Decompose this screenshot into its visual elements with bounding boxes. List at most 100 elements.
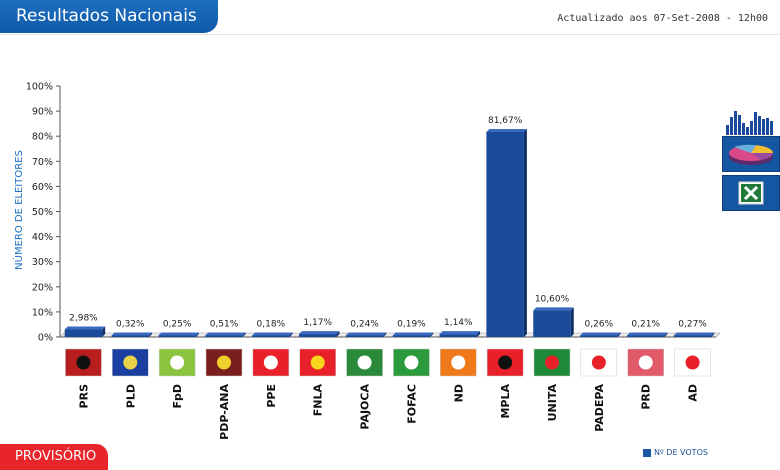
bar-side <box>336 331 340 337</box>
bar-mpla <box>486 132 524 337</box>
bar-top <box>392 332 434 336</box>
bar-side <box>570 307 574 337</box>
flag-emblem <box>123 355 138 370</box>
bar-chart-view-icon <box>726 111 773 135</box>
bar-top <box>533 307 574 311</box>
data-label: 0,27% <box>678 320 707 330</box>
bar-top <box>298 331 340 335</box>
bar-fnla <box>298 334 337 337</box>
x-tick-label: MPLA <box>499 384 512 419</box>
y-tick-label: 30% <box>32 257 53 268</box>
data-label: 81,67% <box>488 116 523 126</box>
y-tick-label: 100% <box>26 82 53 93</box>
x-tick-label: AD <box>687 384 700 402</box>
y-tick-label: 40% <box>32 232 53 243</box>
bar-pdp-ana <box>205 335 243 337</box>
bar-top <box>111 332 153 336</box>
x-tick-label: PDP-ANA <box>218 384 231 440</box>
flag-emblem <box>545 355 559 370</box>
bar-top <box>673 332 715 336</box>
legend-label: Nº DE VOTOS <box>654 448 708 457</box>
bar-top <box>439 331 481 335</box>
bar-side <box>711 332 715 337</box>
bar-side <box>102 326 106 337</box>
bar-top <box>158 332 199 336</box>
flag-emblem <box>404 355 419 370</box>
flag-emblem <box>451 355 466 370</box>
x-tick-label: FNLA <box>312 384 325 417</box>
x-tick-label: PLD <box>124 384 137 408</box>
y-tick-label: 0% <box>38 333 53 344</box>
data-label: 1,17% <box>303 318 332 328</box>
data-label: 0,19% <box>397 320 426 330</box>
y-axis-label: NÚMERO DE ELEITORES <box>12 150 25 270</box>
bar-fofac <box>392 335 431 337</box>
bar-side <box>383 332 387 337</box>
bar-top <box>64 326 106 330</box>
x-tick-label: FpD <box>171 384 184 409</box>
data-label: 0,24% <box>350 320 379 330</box>
chart-legend: Nº DE VOTOS <box>643 448 708 457</box>
data-label: 0,51% <box>210 320 239 330</box>
y-tick-label: 50% <box>32 207 53 218</box>
bar-side <box>477 331 481 337</box>
bar-pld <box>111 335 150 337</box>
flag-emblem <box>638 355 653 370</box>
data-label: 0,21% <box>631 320 660 330</box>
bar-side <box>617 332 621 337</box>
y-tick-label: 10% <box>32 307 53 318</box>
data-label: 0,25% <box>163 320 192 330</box>
bar-side <box>195 332 199 337</box>
x-tick-label: ND <box>452 384 465 402</box>
bar-side <box>523 129 527 337</box>
data-label: 1,14% <box>444 318 473 328</box>
flag-emblem <box>170 355 185 370</box>
data-label: 2,98% <box>69 314 98 324</box>
update-timestamp: Actualizado aos 07-Set-2008 - 12h00 <box>557 13 768 24</box>
bar-unita <box>533 310 571 337</box>
y-tick-label: 90% <box>32 107 53 118</box>
bar-chart-view-button[interactable] <box>722 104 780 140</box>
flag-emblem <box>310 355 325 370</box>
bar-prd <box>626 335 665 337</box>
y-tick-label: 70% <box>32 157 53 168</box>
flag-emblem <box>498 355 513 370</box>
flag-emblem <box>591 355 606 370</box>
data-label: 0,32% <box>116 320 145 330</box>
x-tick-label: PRD <box>640 384 653 410</box>
flag-emblem <box>685 355 700 370</box>
data-label: 0,26% <box>585 320 614 330</box>
excel-export-button[interactable] <box>722 175 780 211</box>
y-tick-label: 80% <box>32 132 53 143</box>
pie-chart-view-icon <box>729 144 773 165</box>
flag-emblem <box>357 355 372 370</box>
excel-export-icon <box>738 181 764 205</box>
pie-chart-view-button[interactable] <box>722 136 780 172</box>
bar-top <box>345 332 387 336</box>
bar-prs <box>64 329 103 337</box>
bar-side <box>242 332 246 337</box>
y-tick-label: 60% <box>32 182 53 193</box>
legend-swatch <box>643 448 651 457</box>
bar-top <box>580 332 621 336</box>
bar-padepa <box>580 335 618 337</box>
bar-fpd <box>158 335 196 337</box>
x-tick-label: PADEPA <box>593 384 606 432</box>
bar-side <box>664 332 668 337</box>
provisional-status-badge: PROVISÓRIO <box>0 444 108 470</box>
x-tick-label: PPE <box>265 384 278 408</box>
x-tick-label: PRS <box>77 384 90 409</box>
bar-top <box>626 332 668 336</box>
bar-top <box>486 129 527 133</box>
data-label: 10,60% <box>535 294 570 304</box>
bar-top <box>205 332 246 336</box>
x-tick-label: FOFAC <box>405 384 418 424</box>
bar-nd <box>439 334 478 337</box>
page-title: Resultados Nacionais <box>0 0 218 33</box>
bar-pajoca <box>345 335 384 337</box>
x-tick-label: UNITA <box>546 384 559 422</box>
flag-emblem <box>263 355 278 370</box>
bar-side <box>289 332 293 337</box>
header-divider <box>0 34 780 35</box>
flag-emblem <box>217 355 231 370</box>
